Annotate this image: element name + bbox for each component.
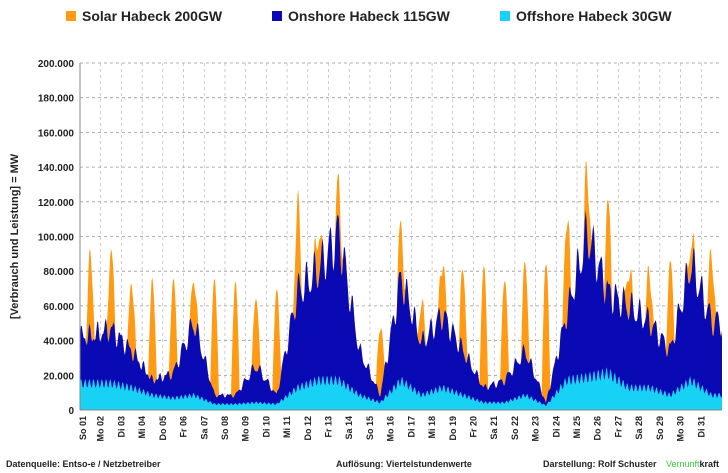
offshore-area bbox=[80, 367, 722, 410]
y-tick-label: 120.000 bbox=[38, 198, 75, 209]
legend-label: Offshore Habeck 30GW bbox=[516, 8, 672, 24]
brand-green: Vernunft bbox=[666, 459, 700, 469]
y-tick-label: 140.000 bbox=[38, 163, 75, 174]
onshore-swatch bbox=[272, 11, 282, 21]
y-tick-label: 0 bbox=[68, 406, 74, 417]
y-tick-label: 180.000 bbox=[38, 94, 75, 105]
footer-resolution: Auflösung: Viertelstundenwerte bbox=[336, 459, 472, 469]
x-tick-label: Fr 27 bbox=[613, 416, 623, 438]
y-tick-label: 100.000 bbox=[38, 233, 75, 244]
x-tick-label: Sa 28 bbox=[634, 416, 644, 440]
legend-solar: Solar Habeck 200GW bbox=[66, 8, 222, 24]
x-tick-label: Di 10 bbox=[261, 416, 271, 438]
x-tick-label: Do 19 bbox=[448, 416, 458, 441]
offshore-swatch bbox=[500, 11, 510, 21]
y-tick-label: 160.000 bbox=[38, 128, 75, 139]
footer-source: Datenquelle: Entso-e / Netzbetreiber bbox=[6, 459, 161, 469]
x-tick-label: Mi 18 bbox=[427, 416, 437, 439]
x-tick-label: Mo 09 bbox=[241, 416, 251, 442]
footer-author: Darstellung: Rolf Schuster bbox=[543, 459, 657, 469]
x-tick-label: Di 24 bbox=[551, 416, 561, 438]
x-tick-label: Do 05 bbox=[158, 416, 168, 441]
x-tick-label: Di 31 bbox=[696, 416, 706, 438]
x-tick-label: Fr 06 bbox=[179, 416, 189, 438]
x-tick-label: Fr 13 bbox=[324, 416, 334, 438]
x-tick-label: So 29 bbox=[655, 416, 665, 440]
x-tick-label: Mi 25 bbox=[572, 416, 582, 439]
x-tick-label: So 15 bbox=[365, 416, 375, 440]
x-tick-label: Do 26 bbox=[593, 416, 603, 441]
x-tick-label: Sa 21 bbox=[489, 416, 499, 440]
footer-brand: Vernunftkraft bbox=[666, 459, 719, 469]
onshore-area bbox=[80, 210, 722, 410]
y-tick-label: 200.000 bbox=[38, 59, 75, 70]
legend-onshore: Onshore Habeck 115GW bbox=[272, 8, 450, 24]
legend-offshore: Offshore Habeck 30GW bbox=[500, 8, 672, 24]
x-tick-label: Mi 04 bbox=[137, 416, 147, 439]
x-tick-label: Mo 23 bbox=[531, 416, 541, 442]
y-tick-label: 20.000 bbox=[43, 371, 74, 382]
x-tick-label: So 22 bbox=[510, 416, 520, 440]
x-tick-label: So 01 bbox=[78, 416, 88, 440]
chart-plot: 0 20.000 40.000 60.000 80.000 100.000 120.000 1… bbox=[9, 59, 722, 442]
x-tick-label: Do 12 bbox=[303, 416, 313, 441]
x-tick-label: Mi 11 bbox=[282, 416, 292, 438]
x-tick-label: Fr 20 bbox=[468, 416, 478, 438]
y-tick-label: 40.000 bbox=[43, 337, 74, 348]
x-tick-label: Sa 14 bbox=[344, 416, 354, 440]
x-tick-label: Mo 02 bbox=[96, 416, 106, 442]
x-tick-label: Mo 30 bbox=[676, 416, 686, 442]
x-tick-label: Di 17 bbox=[406, 416, 416, 438]
legend-label: Solar Habeck 200GW bbox=[82, 8, 223, 24]
y-tick-label: 60.000 bbox=[43, 302, 74, 313]
x-tick-label: Sa 07 bbox=[199, 416, 209, 440]
solar-swatch bbox=[66, 11, 76, 21]
y-axis-label: [Verbrauch und Leistung] = MW bbox=[9, 153, 21, 319]
legend-label: Onshore Habeck 115GW bbox=[288, 8, 450, 24]
x-tick-label: Mo 16 bbox=[386, 416, 396, 442]
y-tick-label: 80.000 bbox=[43, 267, 74, 278]
x-tick-label: Di 03 bbox=[116, 416, 126, 438]
brand-black: kraft bbox=[699, 459, 720, 469]
x-tick-label: So 08 bbox=[220, 416, 230, 440]
